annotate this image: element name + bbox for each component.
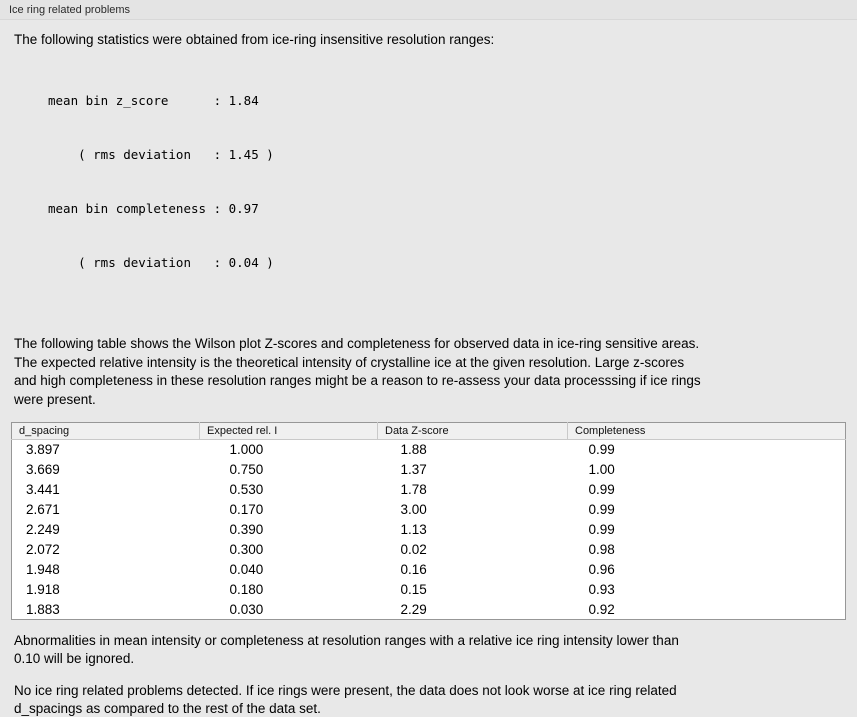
cell-data-z-score: 1.13	[378, 520, 568, 540]
stat-line-mean-z-score: mean bin z_score : 1.84	[48, 92, 843, 110]
ice-ring-table-container: d_spacing Expected rel. I Data Z-score C…	[11, 422, 846, 620]
stat-line-completeness-rms: ( rms deviation : 0.04 )	[48, 254, 843, 272]
cell-d-spacing: 3.669	[12, 460, 200, 480]
ice-ring-report-panel: The following statistics were obtained f…	[0, 32, 857, 409]
cell-expected-rel-i: 0.170	[200, 500, 378, 520]
cell-d-spacing: 3.897	[12, 440, 200, 460]
cell-expected-rel-i: 0.040	[200, 560, 378, 580]
description-line: The following table shows the Wilson plo…	[14, 335, 843, 354]
cell-data-z-score: 0.15	[378, 580, 568, 600]
column-header-data-z-score[interactable]: Data Z-score	[378, 423, 568, 440]
table-row[interactable]: 2.072 0.300 0.02 0.98	[12, 540, 846, 560]
cell-data-z-score: 1.37	[378, 460, 568, 480]
section-title: Ice ring related problems	[0, 0, 857, 20]
cell-data-z-score: 0.02	[378, 540, 568, 560]
intro-text: The following statistics were obtained f…	[14, 32, 843, 47]
cell-data-z-score: 0.16	[378, 560, 568, 580]
cell-completeness: 0.96	[568, 560, 846, 580]
cell-data-z-score: 1.78	[378, 480, 568, 500]
table-row[interactable]: 1.918 0.180 0.15 0.93	[12, 580, 846, 600]
description-text: The following table shows the Wilson plo…	[14, 335, 843, 409]
ignore-note-line: Abnormalities in mean intensity or compl…	[14, 632, 843, 650]
column-header-expected-rel-i[interactable]: Expected rel. I	[200, 423, 378, 440]
cell-d-spacing: 1.883	[12, 600, 200, 620]
cell-completeness: 1.00	[568, 460, 846, 480]
table-row[interactable]: 1.948 0.040 0.16 0.96	[12, 560, 846, 580]
stats-block: mean bin z_score : 1.84 ( rms deviation …	[48, 56, 843, 308]
table-row[interactable]: 3.669 0.750 1.37 1.00	[12, 460, 846, 480]
cell-d-spacing: 1.948	[12, 560, 200, 580]
cell-d-spacing: 2.671	[12, 500, 200, 520]
cell-completeness: 0.98	[568, 540, 846, 560]
cell-expected-rel-i: 0.530	[200, 480, 378, 500]
table-row[interactable]: 1.883 0.030 2.29 0.92	[12, 600, 846, 620]
cell-completeness: 0.99	[568, 500, 846, 520]
conclusion-line: d_spacings as compared to the rest of th…	[14, 700, 843, 717]
cell-expected-rel-i: 0.750	[200, 460, 378, 480]
cell-d-spacing: 2.072	[12, 540, 200, 560]
description-line: The expected relative intensity is the t…	[14, 354, 843, 373]
cell-expected-rel-i: 0.180	[200, 580, 378, 600]
table-row[interactable]: 3.441 0.530 1.78 0.99	[12, 480, 846, 500]
cell-completeness: 0.99	[568, 480, 846, 500]
cell-data-z-score: 2.29	[378, 600, 568, 620]
column-header-d-spacing[interactable]: d_spacing	[12, 423, 200, 440]
table-row[interactable]: 2.249 0.390 1.13 0.99	[12, 520, 846, 540]
cell-expected-rel-i: 0.390	[200, 520, 378, 540]
cell-completeness: 0.99	[568, 440, 846, 460]
cell-expected-rel-i: 0.030	[200, 600, 378, 620]
table-row[interactable]: 3.897 1.000 1.88 0.99	[12, 440, 846, 460]
stat-line-z-score-rms: ( rms deviation : 1.45 )	[48, 146, 843, 164]
ice-ring-table: d_spacing Expected rel. I Data Z-score C…	[11, 422, 846, 620]
cell-expected-rel-i: 0.300	[200, 540, 378, 560]
description-line: and high completeness in these resolutio…	[14, 372, 843, 391]
cell-d-spacing: 2.249	[12, 520, 200, 540]
cell-data-z-score: 3.00	[378, 500, 568, 520]
cell-d-spacing: 1.918	[12, 580, 200, 600]
conclusion-line: No ice ring related problems detected. I…	[14, 682, 843, 700]
cell-data-z-score: 1.88	[378, 440, 568, 460]
cell-completeness: 0.93	[568, 580, 846, 600]
stat-line-mean-completeness: mean bin completeness : 0.97	[48, 200, 843, 218]
cell-expected-rel-i: 1.000	[200, 440, 378, 460]
column-header-completeness[interactable]: Completeness	[568, 423, 846, 440]
ignore-note-text: Abnormalities in mean intensity or compl…	[14, 632, 843, 667]
ignore-note-line: 0.10 will be ignored.	[14, 650, 843, 668]
conclusion-text: No ice ring related problems detected. I…	[14, 682, 843, 717]
cell-completeness: 0.92	[568, 600, 846, 620]
cell-d-spacing: 3.441	[12, 480, 200, 500]
table-body: 3.897 1.000 1.88 0.99 3.669 0.750 1.37 1…	[12, 440, 846, 620]
table-row[interactable]: 2.671 0.170 3.00 0.99	[12, 500, 846, 520]
cell-completeness: 0.99	[568, 520, 846, 540]
section-title-label: Ice ring related problems	[9, 4, 130, 16]
table-header-row: d_spacing Expected rel. I Data Z-score C…	[12, 423, 846, 440]
description-line: were present.	[14, 391, 843, 410]
